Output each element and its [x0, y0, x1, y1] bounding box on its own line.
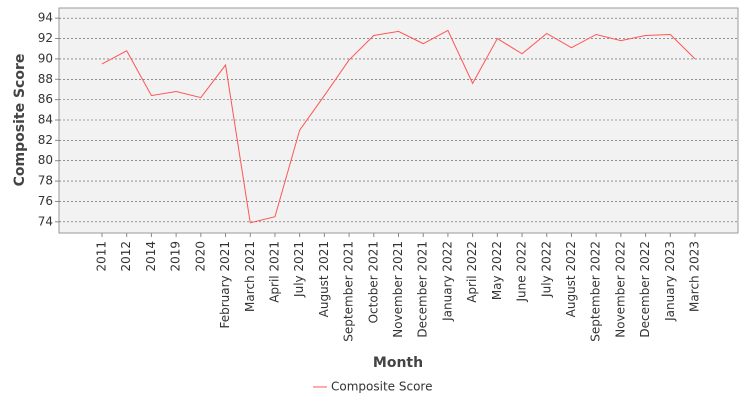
y-tick-label: 76: [38, 194, 53, 208]
plot-area: [58, 7, 739, 234]
y-tick-label: 84: [38, 112, 53, 126]
x-tick-label: November 2022: [613, 241, 627, 338]
x-tick-label: February 2021: [218, 241, 232, 329]
x-tick-label: January 2023: [663, 241, 677, 322]
y-tick-label: 86: [38, 92, 53, 106]
x-tick-label: May 2022: [490, 241, 504, 300]
x-tick-label: 2012: [119, 241, 133, 272]
x-tick-label: September 2022: [589, 241, 603, 342]
x-axis-title: Month: [373, 355, 423, 371]
x-tick-label: January 2022: [440, 241, 454, 322]
y-tick-label: 82: [38, 133, 53, 147]
x-tick-label: September 2021: [342, 241, 356, 342]
x-tick-label: April 2022: [465, 241, 479, 303]
y-tick-label: 78: [38, 174, 53, 188]
x-tick-label: August 2022: [564, 241, 578, 317]
x-tick-label: August 2021: [317, 241, 331, 317]
x-tick-label: December 2022: [638, 241, 652, 338]
x-tick-label: November 2021: [391, 241, 405, 338]
y-axis-title: Composite Score: [12, 54, 28, 187]
legend-label: Composite Score: [331, 380, 432, 394]
y-tick-label: 94: [38, 11, 53, 25]
y-tick-label: 90: [38, 51, 53, 65]
x-tick-label: July 2022: [539, 241, 553, 298]
x-tick-label: March 2023: [688, 241, 702, 312]
x-tick-label: July 2021: [292, 241, 306, 298]
y-tick-label: 80: [38, 153, 53, 167]
x-tick-label: April 2021: [267, 241, 281, 303]
x-tick-label: June 2022: [515, 241, 529, 303]
x-tick-label: October 2021: [366, 241, 380, 323]
x-tick-label: 2019: [169, 241, 183, 272]
y-tick-label: 74: [38, 214, 53, 228]
data-line: [101, 29, 696, 224]
y-tick-label: 92: [38, 31, 53, 45]
y-tick-label: 88: [38, 72, 53, 86]
x-tick-label: December 2021: [416, 241, 430, 338]
x-tick-label: 2020: [193, 241, 207, 272]
x-tick-label: 2014: [144, 241, 158, 272]
x-tick-label: 2011: [95, 241, 109, 272]
x-tick-label: March 2021: [243, 241, 257, 312]
